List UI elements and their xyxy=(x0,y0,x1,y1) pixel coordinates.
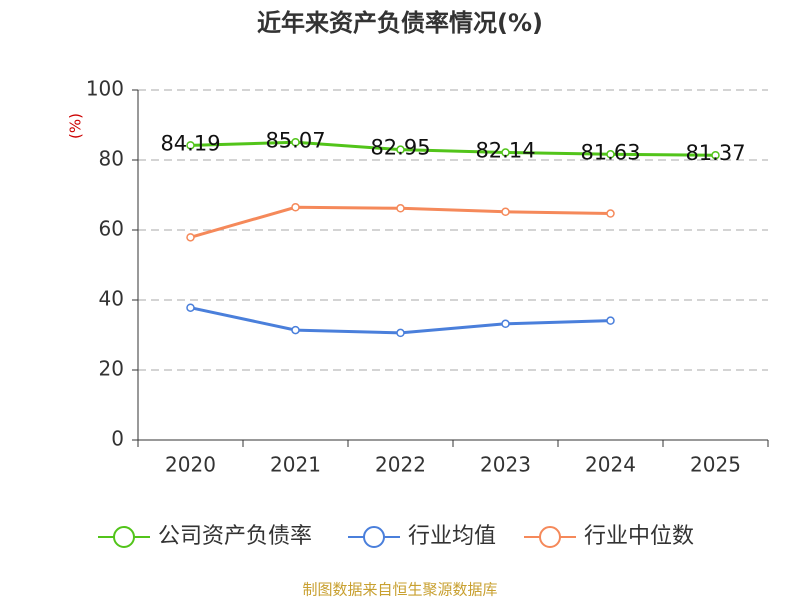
data-point xyxy=(186,141,195,150)
data-point xyxy=(396,204,405,213)
legend-marker xyxy=(113,526,135,548)
legend-item[interactable]: 行业中位数 xyxy=(524,524,694,549)
data-point xyxy=(186,303,195,312)
x-tick-label: 2023 xyxy=(480,453,531,477)
y-tick-label: 0 xyxy=(111,427,124,451)
legend-label: 公司资产负债率 xyxy=(158,524,312,549)
data-point xyxy=(606,150,615,159)
x-tick-label: 2020 xyxy=(165,453,216,477)
legend-label: 行业均值 xyxy=(408,524,496,549)
data-point xyxy=(291,203,300,212)
y-axis-label: (%) xyxy=(67,113,85,139)
data-point xyxy=(501,319,510,329)
data-point xyxy=(606,316,615,325)
data-point xyxy=(501,207,510,217)
data-point xyxy=(501,148,510,157)
data-point xyxy=(711,150,720,160)
data-point xyxy=(396,145,405,154)
legend-item[interactable]: 公司资产负债率 xyxy=(98,524,312,549)
data-point xyxy=(606,209,615,218)
data-label: 81.37 xyxy=(685,141,745,165)
data-label: 81.63 xyxy=(580,140,640,164)
data-point xyxy=(186,233,195,242)
data-label: 85.07 xyxy=(265,128,325,152)
legend-marker xyxy=(539,526,561,548)
x-tick-label: 2024 xyxy=(585,453,636,477)
y-tick-label: 40 xyxy=(99,287,124,311)
y-tick-label: 100 xyxy=(86,77,124,101)
legend-marker xyxy=(363,526,385,548)
x-tick-label: 2021 xyxy=(270,453,321,477)
y-tick-label: 60 xyxy=(99,217,124,241)
data-label: 82.95 xyxy=(370,136,430,160)
legend-label: 行业中位数 xyxy=(584,524,694,549)
legend-item[interactable]: 行业均值 xyxy=(348,524,496,549)
data-label: 84.19 xyxy=(160,131,220,155)
x-tick-label: 2025 xyxy=(690,453,741,477)
chart-title: 近年来资产负债率情况(%) xyxy=(257,9,543,37)
y-tick-label: 80 xyxy=(99,147,124,171)
data-label: 82.14 xyxy=(475,139,535,163)
source-note: 制图数据来自恒生聚源数据库 xyxy=(302,581,497,599)
series-line xyxy=(190,140,716,157)
data-point xyxy=(291,138,300,147)
x-tick-label: 2022 xyxy=(375,453,426,477)
data-point xyxy=(396,328,405,338)
y-tick-label: 20 xyxy=(99,357,124,381)
data-point xyxy=(291,325,300,335)
